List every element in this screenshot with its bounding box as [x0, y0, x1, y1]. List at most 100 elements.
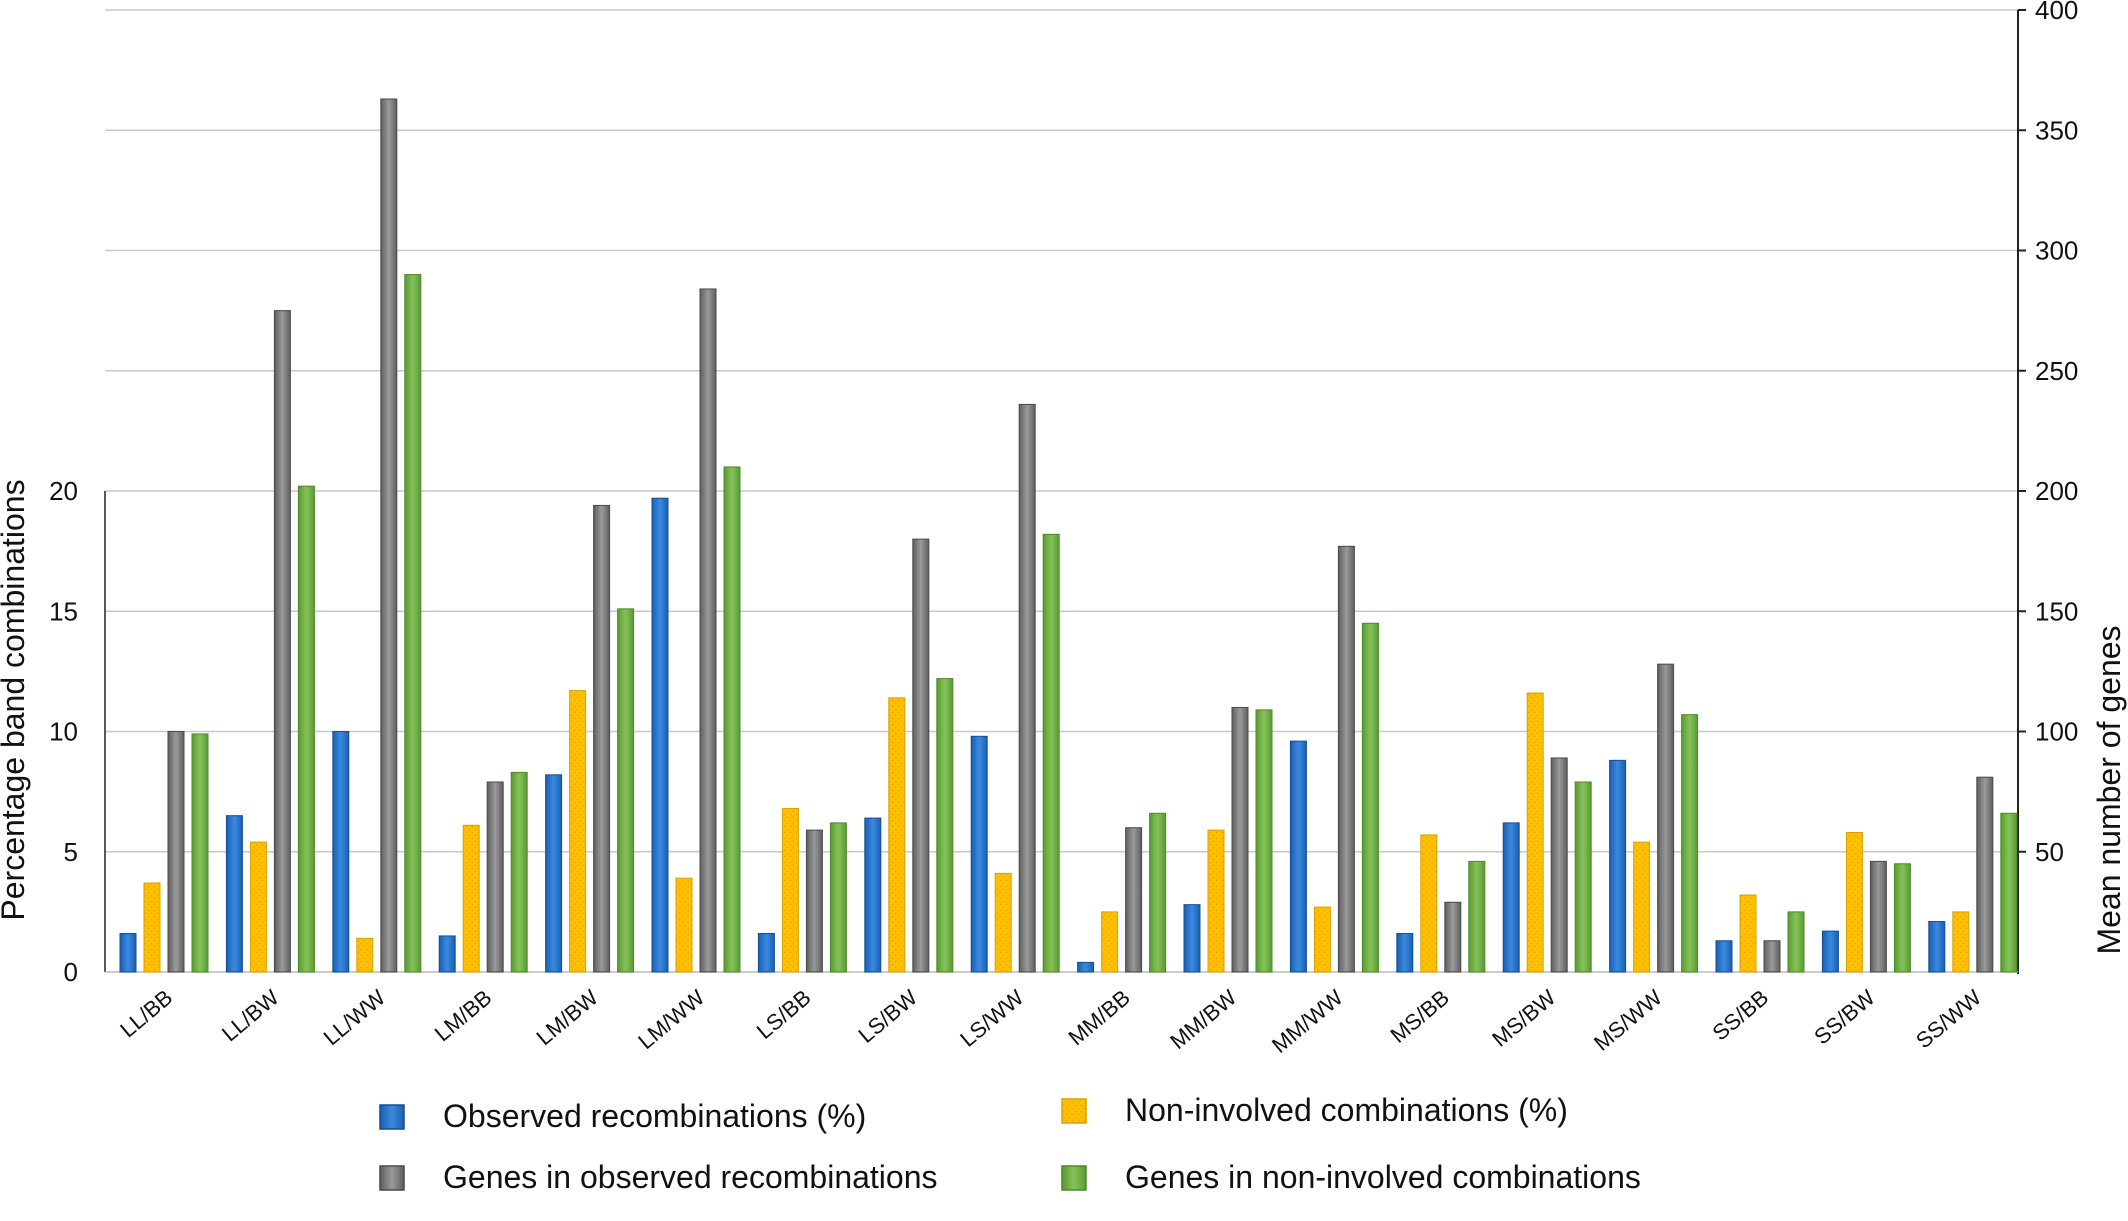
- bar-non-involved-combinations: [143, 882, 161, 973]
- left-axis-title: Percentage band combinations: [0, 479, 31, 920]
- x-tick-label: LM/BW: [531, 985, 602, 1051]
- bar-genes-observed: [912, 538, 930, 973]
- legend-item: Genes in non-involved combinations: [1061, 1159, 1641, 1195]
- x-tick-label: SS/BW: [1809, 985, 1880, 1050]
- legend-label: Non-involved combinations (%): [1125, 1092, 1568, 1128]
- gridlines: [105, 9, 2018, 853]
- bar-observed-recombinations: [757, 933, 775, 973]
- right-tick-label: 150: [2035, 596, 2078, 626]
- legend-label: Observed recombinations (%): [443, 1098, 866, 1134]
- x-tick-label: MM/BB: [1063, 985, 1134, 1051]
- bar-observed-recombinations: [651, 497, 669, 973]
- x-tick-label: LL/BB: [115, 985, 177, 1043]
- bar-genes-observed: [1976, 776, 1994, 973]
- bar-genes-non-involved: [829, 822, 847, 973]
- right-tick-label: 400: [2035, 0, 2078, 25]
- left-tick-label: 0: [64, 957, 78, 987]
- bar-non-involved-combinations: [1845, 832, 1863, 973]
- bar-genes-observed: [1657, 663, 1675, 973]
- axis-labels: 0 5 10 15 20 50 100 150 200 250 300 350 400 Percentag…: [0, 0, 2127, 1058]
- bar-non-involved-combinations: [1633, 841, 1651, 973]
- bar-genes-observed: [380, 98, 398, 973]
- bar-genes-non-involved: [1149, 812, 1167, 973]
- x-tick-label: LL/WW: [319, 985, 390, 1051]
- bar-non-involved-combinations: [356, 937, 374, 973]
- bar-observed-recombinations: [864, 817, 882, 973]
- bar-genes-non-involved: [510, 771, 528, 973]
- left-tick-label: 20: [49, 476, 78, 506]
- bar-genes-non-involved: [723, 466, 741, 973]
- bar-observed-recombinations: [119, 933, 137, 973]
- bar-non-involved-combinations: [1952, 911, 1970, 973]
- bar-genes-non-involved: [1787, 911, 1805, 973]
- bar-observed-recombinations: [1077, 961, 1095, 973]
- bar-non-involved-combinations: [1526, 692, 1544, 973]
- bar-observed-recombinations: [1183, 904, 1201, 973]
- legend: Observed recombinations (%) Non-involved …: [379, 1092, 1641, 1195]
- x-tick-label: MS/WW: [1589, 985, 1667, 1056]
- legend-item: Non-involved combinations (%): [1061, 1092, 1568, 1128]
- bar-genes-non-involved: [404, 274, 422, 973]
- bar-genes-non-involved: [617, 608, 635, 973]
- left-tick-label: 15: [49, 596, 78, 626]
- x-tick-label: MS/BB: [1385, 985, 1454, 1048]
- x-tick-label: LM/WW: [633, 985, 709, 1055]
- bar-genes-non-involved: [1574, 781, 1592, 973]
- x-tick-label: MM/WW: [1267, 985, 1348, 1058]
- bar-non-involved-combinations: [1420, 834, 1438, 973]
- bar-non-involved-combinations: [569, 690, 587, 973]
- legend-item: Observed recombinations (%): [379, 1098, 866, 1134]
- x-tick-label: MM/BW: [1165, 985, 1241, 1055]
- bar-non-involved-combinations: [462, 824, 480, 973]
- bar-genes-observed: [593, 504, 611, 973]
- bar-observed-recombinations: [225, 815, 243, 973]
- bar-observed-recombinations: [438, 935, 456, 973]
- bar-observed-recombinations: [1396, 933, 1414, 973]
- legend-swatch: [1061, 1098, 1087, 1124]
- bar-observed-recombinations: [1502, 822, 1520, 973]
- bar-genes-non-involved: [2000, 812, 2018, 973]
- bar-observed-recombinations: [1928, 920, 1946, 973]
- bar-non-involved-combinations: [1313, 906, 1331, 973]
- legend-item: Genes in observed recombinations: [379, 1159, 938, 1195]
- bar-genes-non-involved: [1681, 714, 1699, 973]
- bar-observed-recombinations: [1715, 940, 1733, 973]
- bar-observed-recombinations: [970, 735, 988, 973]
- legend-swatch: [379, 1104, 405, 1130]
- bar-genes-non-involved: [936, 678, 954, 973]
- bar-genes-non-involved: [1361, 622, 1379, 973]
- x-tick-label: LM/BB: [430, 985, 497, 1047]
- axes: [104, 9, 2026, 974]
- legend-label: Genes in observed recombinations: [443, 1159, 938, 1195]
- x-tick-label: LS/BW: [853, 985, 922, 1048]
- right-axis-title: Mean number of genes: [2091, 625, 2127, 954]
- bar-genes-observed: [1869, 860, 1887, 973]
- bar-non-involved-combinations: [1101, 911, 1119, 973]
- legend-label: Genes in non-involved combinations: [1125, 1159, 1641, 1195]
- bar-genes-observed: [805, 829, 823, 973]
- bar-non-involved-combinations: [1739, 894, 1757, 973]
- bar-observed-recombinations: [1289, 740, 1307, 973]
- bar-genes-observed: [167, 731, 185, 973]
- x-tick-label: LL/BW: [217, 985, 284, 1047]
- bar-genes-non-involved: [1255, 709, 1273, 973]
- bar-genes-non-involved: [191, 733, 209, 973]
- bar-non-involved-combinations: [249, 841, 267, 973]
- bar-non-involved-combinations: [1207, 829, 1225, 973]
- bar-genes-observed: [699, 288, 717, 973]
- legend-swatch: [1061, 1165, 1087, 1191]
- x-tick-label: SS/BB: [1707, 985, 1773, 1046]
- right-tick-label: 100: [2035, 717, 2078, 747]
- bar-observed-recombinations: [1609, 759, 1627, 973]
- bar-genes-observed: [1337, 545, 1355, 973]
- x-tick-label: SS/WW: [1911, 985, 1986, 1054]
- bar-non-involved-combinations: [994, 872, 1012, 973]
- bar-genes-observed: [1125, 827, 1143, 973]
- bar-observed-recombinations: [1821, 930, 1839, 973]
- x-tick-label: MS/BW: [1487, 985, 1560, 1052]
- bar-genes-non-involved: [297, 485, 315, 973]
- bar-genes-observed: [1550, 757, 1568, 973]
- right-tick-label: 350: [2035, 115, 2078, 145]
